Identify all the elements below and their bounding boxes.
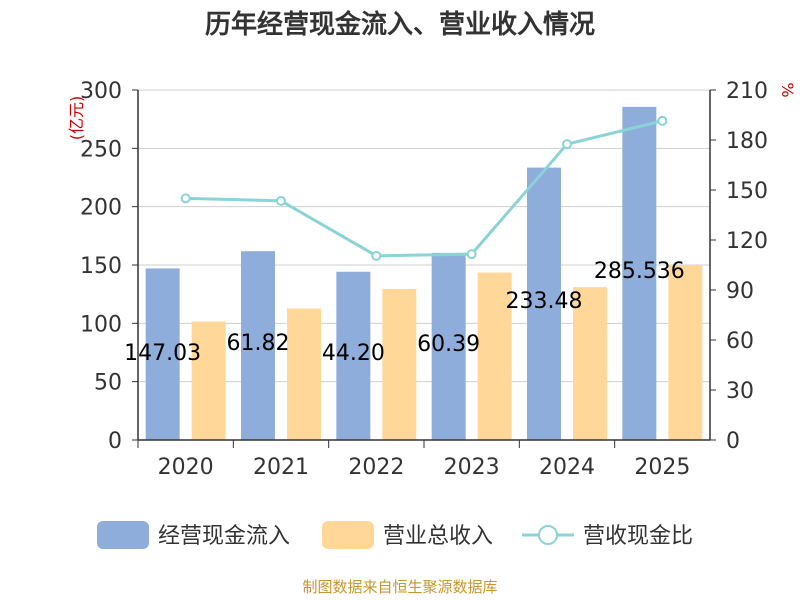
legend-label-ratio: 营收现金比 [583,524,693,549]
right-tick-label: 150 [726,179,768,204]
left-tick-label: 200 [80,196,122,221]
ratio-point [180,193,191,204]
revenue-bar [382,288,417,440]
source-note: 制图数据来自恒生聚源数据库 [302,578,497,596]
x-tick-label: 2021 [253,455,309,480]
legend-label-revenue: 营业总收入 [383,524,493,549]
ratio-point [466,249,477,260]
ratio-point [562,139,572,150]
cash-inflow-bar [336,271,371,440]
legend: 经营现金流入 营业总收入 营收现金比 [97,521,693,549]
ratio-line-path [185,119,663,258]
left-tick-label: 0 [108,429,122,454]
right-tick-label: 90 [726,279,754,304]
x-tick-label: 2025 [634,455,690,480]
x-tick-label: 2024 [539,455,595,480]
right-tick-label: 210 [726,79,768,104]
data-labels: 147.03 61.82 44.20 60.39 233.48 285.536 [124,259,685,366]
x-tick-label: 2022 [348,455,404,480]
revenue-bar [668,265,703,440]
right-tick-label: 60 [726,329,754,354]
revenue-bar [573,287,607,440]
right-tick-label: 30 [726,379,754,404]
revenue-bar [477,272,512,440]
cash-inflow-bar [431,252,466,440]
left-tick-label: 50 [94,371,122,396]
cash-inflow-bar [527,167,561,440]
ratio-point [276,195,286,206]
revenue-bar [191,321,226,440]
chart-title: 历年经营现金流入、营业收入情况 [205,9,595,40]
legend-swatch-ratio-marker [538,525,558,545]
data-label: 147.03 [124,341,201,366]
right-tick-label: 120 [726,229,768,254]
right-axis-unit: % [778,82,797,97]
ratio-point [371,250,382,261]
right-tick-label: 180 [726,129,768,154]
x-tick-label: 2023 [444,455,500,480]
legend-label-cash-inflow: 经营现金流入 [158,524,290,549]
grid [138,89,710,441]
ratio-point [657,115,668,126]
left-tick-label: 100 [80,312,122,337]
left-axis-unit: (亿元) [67,96,86,141]
axes: 0 50 100 150 200 250 300 0 30 60 90 120 150 180 210 202… [80,79,768,480]
legend-swatch-cash-inflow [97,521,149,549]
data-label: 61.82 [227,331,290,356]
data-label: 60.39 [417,332,480,357]
x-tick-label: 2020 [158,455,214,480]
cash-inflow-bar [145,268,180,440]
data-label: 233.48 [506,289,583,314]
cash-inflow-bar [241,251,275,440]
right-tick-label: 0 [726,429,740,454]
revenue-bar [287,308,321,440]
left-tick-label: 150 [80,254,122,279]
legend-swatch-revenue [322,521,374,549]
left-tick-label: 300 [80,79,122,104]
ratio-line [180,115,668,261]
left-tick-label: 250 [80,137,122,162]
data-label: 44.20 [322,341,385,366]
data-label: 285.536 [594,259,685,284]
cash-inflow-bar [622,106,657,441]
bars [145,106,703,441]
